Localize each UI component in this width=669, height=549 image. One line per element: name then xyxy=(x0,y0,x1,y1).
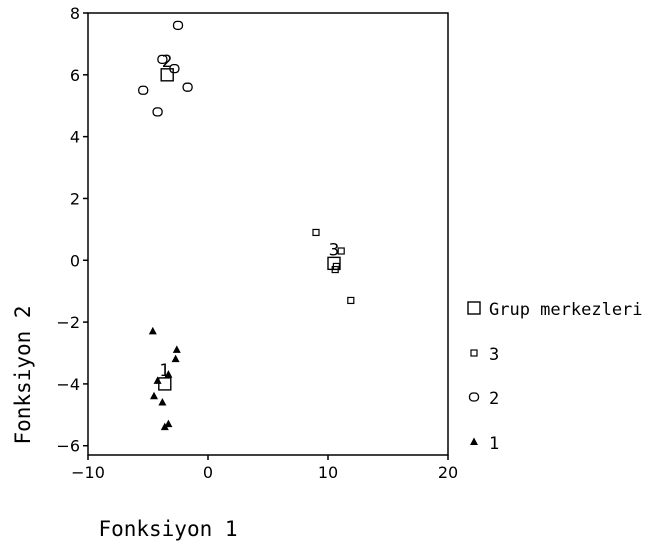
y-tick-label: −2 xyxy=(56,313,80,332)
group-2-point xyxy=(138,85,149,95)
group-1-point xyxy=(158,397,167,406)
legend-marker-small-square xyxy=(470,349,478,357)
ticks-layer: −10 0 10 20 −6 −4 −2 0 2 4 6 8 xyxy=(56,4,458,482)
y-tick-label: 6 xyxy=(70,66,80,85)
group-1-point xyxy=(148,326,157,335)
group-1-point xyxy=(172,345,181,353)
group-1-point xyxy=(164,419,173,428)
group-3-point xyxy=(337,247,345,255)
x-tick-label: 20 xyxy=(438,463,458,482)
legend-label: Grup merkezleri xyxy=(489,300,643,320)
group-3-point xyxy=(347,296,355,305)
legend-label: 2 xyxy=(489,389,499,409)
x-tick-label: 10 xyxy=(318,463,338,482)
group-centroid-3 xyxy=(327,256,341,271)
group-2-point xyxy=(152,107,163,117)
group-3-point xyxy=(312,228,320,237)
y-tick-label: 2 xyxy=(70,189,80,208)
y-tick-label: −4 xyxy=(56,375,80,394)
centroids-layer: 1 2 3 xyxy=(158,52,341,391)
group-1-point xyxy=(171,354,180,363)
legend-marker-circle xyxy=(468,392,480,402)
centroid-label: 2 xyxy=(162,52,173,72)
y-tick-label: −6 xyxy=(56,437,80,456)
group-1-point xyxy=(150,391,158,400)
y-tick-label: 4 xyxy=(70,128,80,147)
centroid-label: 3 xyxy=(329,240,340,260)
points-layer xyxy=(138,20,355,431)
group-2-point xyxy=(182,82,193,92)
group-centroid-2 xyxy=(160,68,174,82)
group-2-point xyxy=(172,20,184,31)
y-axis-title: Fonksiyon 2 xyxy=(11,305,35,444)
x-tick-label: −10 xyxy=(71,463,105,482)
legend-marker-triangle xyxy=(470,437,478,445)
group-1-point xyxy=(153,376,162,384)
x-axis-title: Fonksiyon 1 xyxy=(98,517,237,541)
legend-label: 1 xyxy=(489,434,499,454)
x-tick-label: 0 xyxy=(203,463,213,482)
legend-marker-large-square xyxy=(467,301,481,315)
y-tick-label: 0 xyxy=(70,251,80,270)
centroid-label: 1 xyxy=(159,361,170,381)
group-2-point xyxy=(157,54,168,65)
legend: Grup merkezleri 3 2 1 xyxy=(467,300,643,454)
legend-label: 3 xyxy=(489,345,499,365)
group-1-point xyxy=(164,370,173,378)
group-centroid-1 xyxy=(158,377,172,391)
plot-frame xyxy=(87,12,449,456)
y-tick-label: 8 xyxy=(70,4,80,23)
